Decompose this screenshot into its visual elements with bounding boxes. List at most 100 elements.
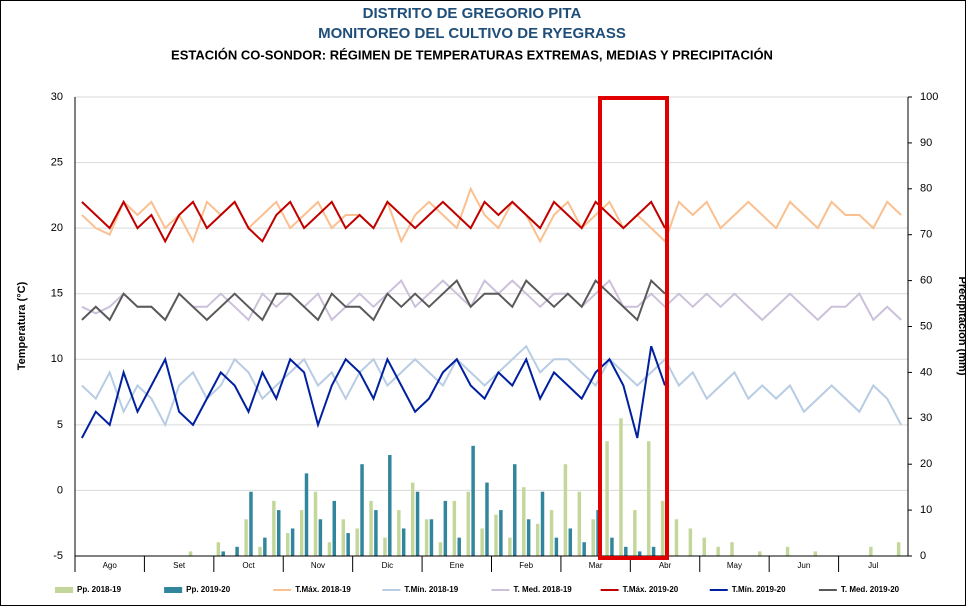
precip-bar xyxy=(429,519,434,556)
precip-bar xyxy=(410,482,415,556)
precip-bar xyxy=(508,537,512,556)
y2-tick-label: 100 xyxy=(920,91,938,103)
x-tick-label: Abr xyxy=(659,561,672,570)
precip-bar xyxy=(369,500,373,556)
precip-bar xyxy=(660,500,665,556)
precip-bar xyxy=(563,464,568,556)
precip-bar xyxy=(499,510,503,556)
legend-label: Pp. 2018-19 xyxy=(77,585,122,594)
temp-line xyxy=(81,344,902,428)
precip-bar xyxy=(471,445,475,556)
precip-bar xyxy=(494,514,498,556)
precip-bar xyxy=(318,519,323,556)
precip-bar xyxy=(568,528,573,556)
precip-bar xyxy=(716,546,720,556)
y-tick-label: 20 xyxy=(51,222,63,234)
precip-bar xyxy=(299,510,304,556)
x-tick-label: Jun xyxy=(797,561,810,570)
y2-tick-label: 70 xyxy=(920,229,932,241)
x-tick-label: Set xyxy=(173,561,186,570)
precip-bar xyxy=(388,455,392,556)
precip-bar xyxy=(263,537,267,556)
y2-tick-label: 30 xyxy=(920,412,932,424)
precip-bar xyxy=(415,491,420,556)
chart-heading: ESTACIÓN CO-SONDOR: RÉGIMEN DE TEMPERATU… xyxy=(171,47,773,62)
y-tick-label: 0 xyxy=(57,484,63,496)
temp-line xyxy=(81,186,902,244)
precip-bar xyxy=(304,473,309,556)
precip-bar xyxy=(730,542,734,556)
x-tick-label: Oct xyxy=(242,561,255,570)
y2-axis-label: Precipitación (mm) xyxy=(956,276,966,375)
legend-label: T. Med. 2018-19 xyxy=(514,585,573,594)
temp-line xyxy=(81,278,666,322)
temp-line xyxy=(81,345,666,439)
y2-tick-label: 20 xyxy=(920,458,932,470)
precip-bar xyxy=(513,464,517,556)
x-tick-label: Jul xyxy=(868,561,878,570)
precip-bar xyxy=(327,542,332,556)
chart-subtitle: MONITOREO DEL CULTIVO DE RYEGRASS xyxy=(318,25,626,42)
legend-swatch xyxy=(55,587,73,593)
legend-label: T.Máx. 2018-19 xyxy=(295,585,351,594)
precip-bar xyxy=(341,519,346,556)
precip-bar xyxy=(355,528,359,556)
precip-bar xyxy=(785,546,790,556)
precip-bar xyxy=(346,533,350,556)
legend-swatch xyxy=(164,587,183,593)
y-axis-label: Temperatura (°C) xyxy=(16,281,28,370)
precip-bar xyxy=(549,510,554,556)
precip-bar xyxy=(332,500,337,556)
precip-bar xyxy=(702,537,706,556)
x-tick-label: Mar xyxy=(589,561,603,570)
precip-bar xyxy=(813,551,818,556)
precip-bar xyxy=(235,546,239,556)
precip-bar xyxy=(610,537,614,556)
precip-bar xyxy=(619,418,623,556)
y-tick-label: 15 xyxy=(51,288,63,300)
precip-bar xyxy=(605,441,609,556)
precip-bar xyxy=(383,537,387,556)
precip-bar xyxy=(624,546,628,556)
precip-bar xyxy=(633,510,637,556)
precip-bar xyxy=(688,528,693,556)
y-tick-label: 25 xyxy=(51,156,63,168)
precip-bar xyxy=(554,537,559,556)
legend-label: T.Mín. 2019-20 xyxy=(732,585,786,594)
precip-bar xyxy=(397,510,401,556)
precip-bar xyxy=(485,482,489,556)
precip-bar xyxy=(674,519,679,556)
y2-tick-label: 60 xyxy=(920,275,932,287)
y2-tick-label: 80 xyxy=(920,183,932,195)
y2-tick-label: 50 xyxy=(920,320,932,332)
precip-bar xyxy=(457,537,461,556)
y2-tick-label: 40 xyxy=(920,366,932,378)
y2-tick-label: 90 xyxy=(920,137,932,149)
precip-bar xyxy=(244,519,248,556)
x-tick-label: May xyxy=(727,561,742,570)
legend-label: T.Mín. 2018-19 xyxy=(404,585,458,594)
precip-bar xyxy=(313,491,318,556)
y2-tick-label: 0 xyxy=(920,550,926,562)
precip-bar xyxy=(452,500,457,556)
precip-bar xyxy=(758,551,762,556)
precip-bar xyxy=(591,519,595,556)
precip-bar xyxy=(286,533,290,556)
precip-bar xyxy=(522,487,526,556)
precip-bar xyxy=(526,519,531,556)
precip-bar xyxy=(188,551,193,556)
highlight-box xyxy=(598,96,669,560)
x-tick-label: Feb xyxy=(519,561,533,570)
precip-bar xyxy=(272,500,276,556)
precip-bar xyxy=(277,510,281,556)
legend-label: T. Med. 2019-20 xyxy=(841,585,900,594)
temp-line xyxy=(81,199,666,244)
y2-tick-label: 10 xyxy=(920,504,932,516)
precip-bar xyxy=(443,500,448,556)
precip-bar xyxy=(258,546,262,556)
precip-bar xyxy=(896,542,901,556)
y-tick-label: 5 xyxy=(57,419,63,431)
precip-bar xyxy=(577,491,582,556)
x-tick-label: Ago xyxy=(103,561,118,570)
